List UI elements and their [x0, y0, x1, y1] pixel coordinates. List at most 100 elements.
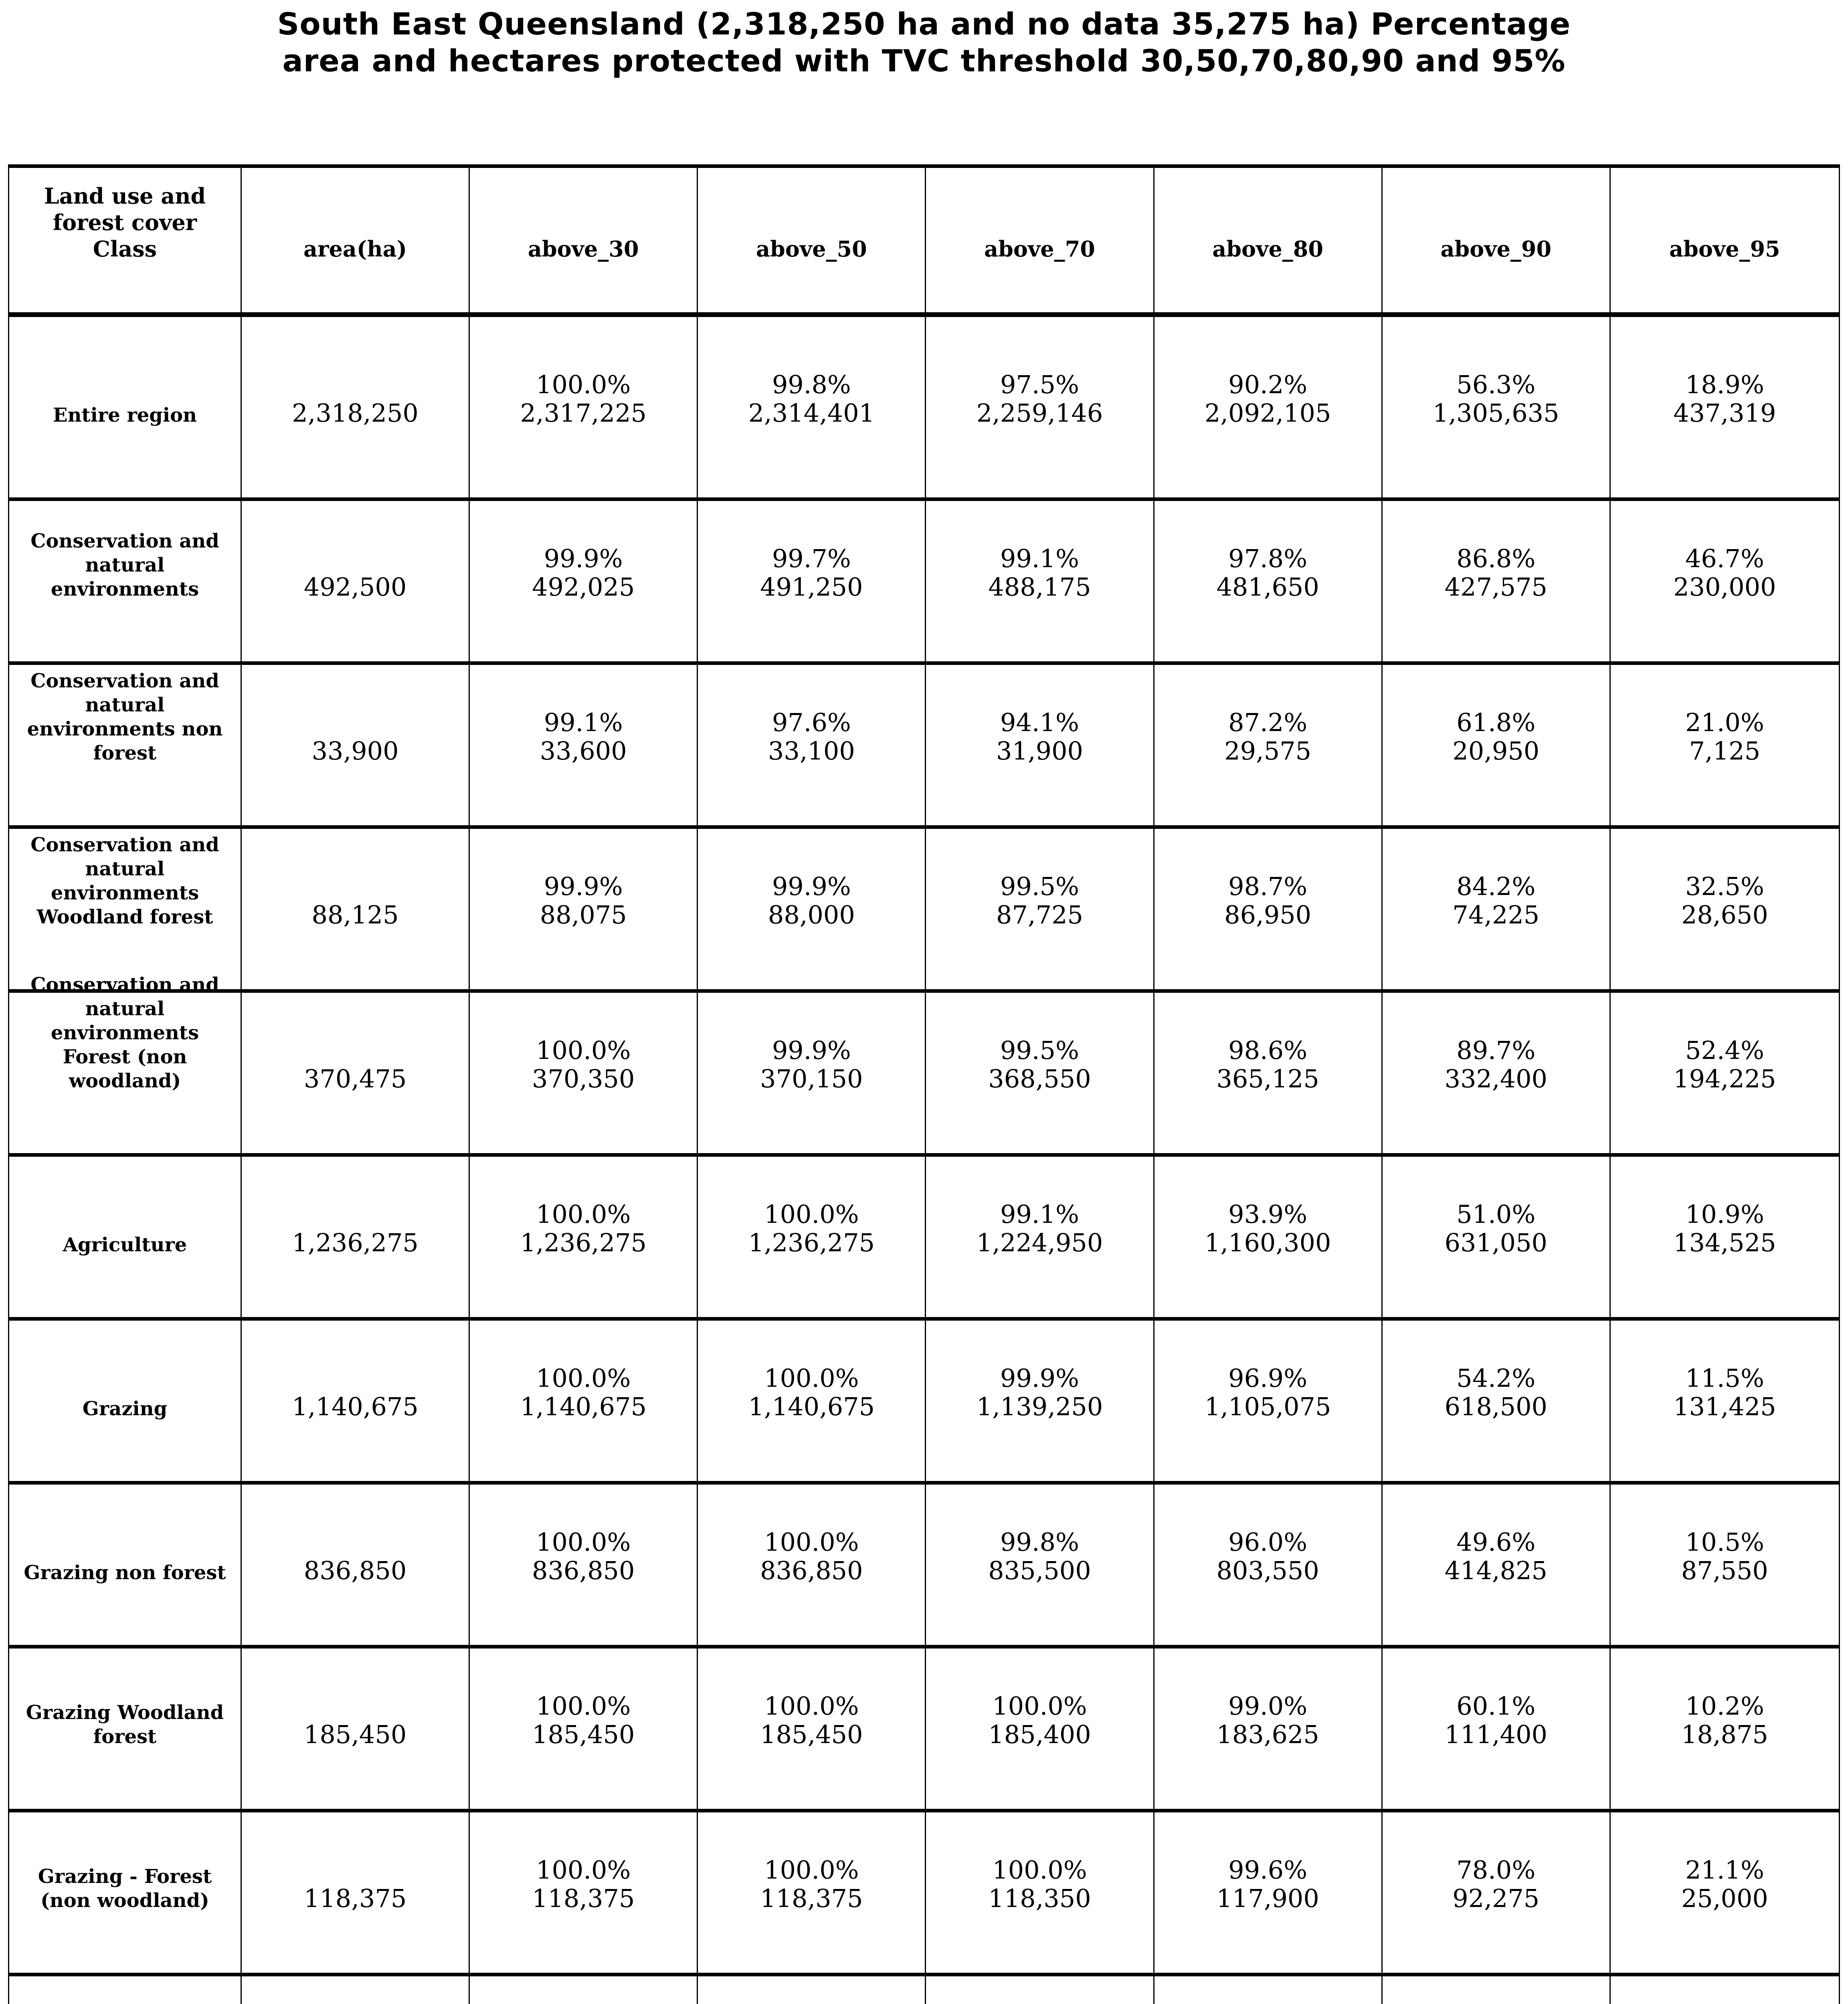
row-label-cell: Grazing Woodland forest — [9, 1648, 242, 1809]
area-cell: 370,475 — [242, 993, 470, 1153]
row-label-cell: Grazing — [9, 1321, 242, 1481]
header-cell-class: Land use and forest cover Class — [9, 168, 242, 312]
area-cell: 33,900 — [242, 665, 470, 825]
value-cell: 21.1% 25,000 — [1681, 1855, 1768, 1913]
table-row: Grazing non forest 836,850 100.0% 836,850 10… — [9, 1485, 1839, 1648]
value-cell: 100.0% 836,850 — [698, 1485, 926, 1645]
value-cell: 99.7% 491,250 — [698, 501, 926, 661]
value-cell: 99.0% 183,625 — [1154, 1648, 1383, 1809]
value-cell: 96.0% 803,550 — [1154, 1485, 1383, 1645]
header-cell-area: area(ha) — [242, 168, 470, 312]
value-cell: 46.7% 230,000 — [1673, 544, 1776, 602]
table-row: Grazing Woodland forest 185,450 100.0% 185,… — [9, 1648, 1839, 1812]
header-cell-above-30: above_30 — [470, 168, 698, 312]
table-row: Agriculture 1,236,275 100.0% 1,236,275 100.0… — [9, 1157, 1839, 1321]
area-cell: 1,140,675 — [242, 1321, 470, 1481]
value-cell: 53.9%37,475 — [1154, 1976, 1383, 2004]
value-cell: 99.5% 87,725 — [926, 829, 1154, 989]
table-row: Conservation and natural environments no… — [9, 665, 1839, 829]
row-label-cell: Irrigation — [9, 1976, 242, 2004]
value-cell: 97.6% 33,100 — [698, 665, 926, 825]
table-row: Conservation and natural environments 492… — [9, 501, 1839, 665]
value-cell: 100.0% 1,140,675 — [470, 1321, 698, 1481]
value-cell: 96.9% 1,105,075 — [1154, 1321, 1383, 1481]
value-cell: 51.0% 631,050 — [1383, 1157, 1611, 1317]
value-cell: 100.0%69,550 — [698, 1976, 926, 2004]
row-label-cell: Conservation and natural environments Fo… — [9, 974, 242, 1153]
value-cell: 87.2% 29,575 — [1154, 665, 1383, 825]
table-body: Entire region 2,318,250 100.0% 2,317,225 99.… — [9, 317, 1839, 2004]
page-title-line-1: South East Queensland (2,318,250 ha and … — [277, 6, 1571, 42]
header-cell-above-95: above_95 — [1669, 236, 1780, 262]
row-label-cell: Agriculture — [9, 1157, 242, 1317]
table-row: Conservation and natural environments Fo… — [9, 974, 1839, 1157]
value-cell: 99.5% 368,550 — [926, 993, 1154, 1153]
value-cell: 100.0% 1,140,675 — [698, 1321, 926, 1481]
value-cell: 11.5% 131,425 — [1673, 1364, 1776, 1421]
area-cell: 118,375 — [242, 1812, 470, 1973]
value-cell: 97.5% 2,259,146 — [926, 317, 1154, 497]
area-cell: 1,236,275 — [242, 1157, 470, 1317]
value-cell: 99.9% 1,139,250 — [926, 1321, 1154, 1481]
area-cell: 69,550 — [242, 1976, 470, 2004]
header-cell-above-50: above_50 — [698, 168, 926, 312]
table-header-row: Land use and forest cover Class area(ha)… — [9, 168, 1839, 317]
value-cell: 98.6% 365,125 — [1154, 993, 1383, 1153]
value-cell: 99.1% 33,600 — [470, 665, 698, 825]
header-cell-above-90: above_90 — [1383, 168, 1611, 312]
value-cell: 18.9% 437,319 — [1673, 370, 1776, 428]
value-cell: 100.0% 1,236,275 — [698, 1157, 926, 1317]
value-cell: 100.0%69,550 — [470, 1976, 698, 2004]
value-cell: 88.4%61,475 — [926, 1976, 1154, 2004]
value-cell: 99.8% 2,314,401 — [698, 317, 926, 497]
value-cell: 90.2% 2,092,105 — [1154, 317, 1383, 497]
area-cell: 185,450 — [242, 1648, 470, 1809]
row-label-cell: Grazing - Forest (non woodland) — [9, 1812, 242, 1973]
value-cell: 10.2% 18,875 — [1681, 1691, 1768, 1749]
area-cell: 88,125 — [242, 829, 470, 989]
value-cell: 93.9% 1,160,300 — [1154, 1157, 1383, 1317]
value-cell: 97.8% 481,650 — [1154, 501, 1383, 661]
table-row: Conservation and natural environments Wo… — [9, 829, 1839, 993]
value-cell: 61.8% 20,950 — [1383, 665, 1611, 825]
row-label-cell: Grazing non forest — [9, 1485, 242, 1645]
value-cell: 10.9% 134,525 — [1673, 1200, 1776, 1257]
header-cell-above-70: above_70 — [926, 168, 1154, 312]
value-cell: 54.2% 618,500 — [1383, 1321, 1611, 1481]
page-title: South East Queensland (2,318,250 ha and … — [0, 0, 1848, 79]
row-label-cell: Conservation and natural environments Wo… — [9, 829, 242, 989]
value-cell: 100.0% 370,350 — [470, 993, 698, 1153]
value-cell: 100.0% 118,375 — [470, 1812, 698, 1973]
value-cell: 10.5% 87,550 — [1681, 1527, 1768, 1585]
value-cell: 99.9% 88,075 — [470, 829, 698, 989]
area-cell: 2,318,250 — [242, 317, 470, 497]
value-cell: 100.0% 118,375 — [698, 1812, 926, 1973]
value-cell: 56.3% 1,305,635 — [1383, 317, 1611, 497]
row-label-cell: Conservation and natural environments no… — [9, 665, 242, 825]
value-cell: 8.9%6,200 — [1383, 1976, 1611, 2004]
value-cell: 99.1% 1,224,950 — [926, 1157, 1154, 1317]
value-cell: 78.0% 92,275 — [1383, 1812, 1611, 1973]
value-cell: 1.7%1,175 — [1611, 1976, 1839, 2004]
value-cell: 100.0% 2,317,225 — [470, 317, 698, 497]
value-cell: 94.1% 31,900 — [926, 665, 1154, 825]
value-cell: 99.6% 117,900 — [1154, 1812, 1383, 1973]
header-cell-above-80: above_80 — [1154, 168, 1383, 312]
table-row: Entire region 2,318,250 100.0% 2,317,225 99.… — [9, 317, 1839, 501]
area-cell: 492,500 — [242, 501, 470, 661]
value-cell: 21.0% 7,125 — [1685, 708, 1764, 766]
table-row: Grazing - Forest (non woodland) 118,375 10… — [9, 1812, 1839, 1976]
land-use-table: Land use and forest cover Class area(ha)… — [8, 164, 1840, 2004]
value-cell: 32.5% 28,650 — [1681, 872, 1768, 929]
value-cell: 100.0% 185,400 — [926, 1648, 1154, 1809]
value-cell: 99.1% 488,175 — [926, 501, 1154, 661]
value-cell: 100.0% 1,236,275 — [470, 1157, 698, 1317]
value-cell: 60.1% 111,400 — [1383, 1648, 1611, 1809]
value-cell: 99.9% 492,025 — [470, 501, 698, 661]
value-cell: 99.9% 88,000 — [698, 829, 926, 989]
value-cell: 99.8% 835,500 — [926, 1485, 1154, 1645]
value-cell: 100.0% 836,850 — [470, 1485, 698, 1645]
table-row: Irrigation69,550100.0%69,550100.0%69,550… — [9, 1976, 1839, 2004]
value-cell: 100.0% 185,450 — [470, 1648, 698, 1809]
page-title-line-2: area and hectares protected with TVC thr… — [282, 43, 1566, 79]
